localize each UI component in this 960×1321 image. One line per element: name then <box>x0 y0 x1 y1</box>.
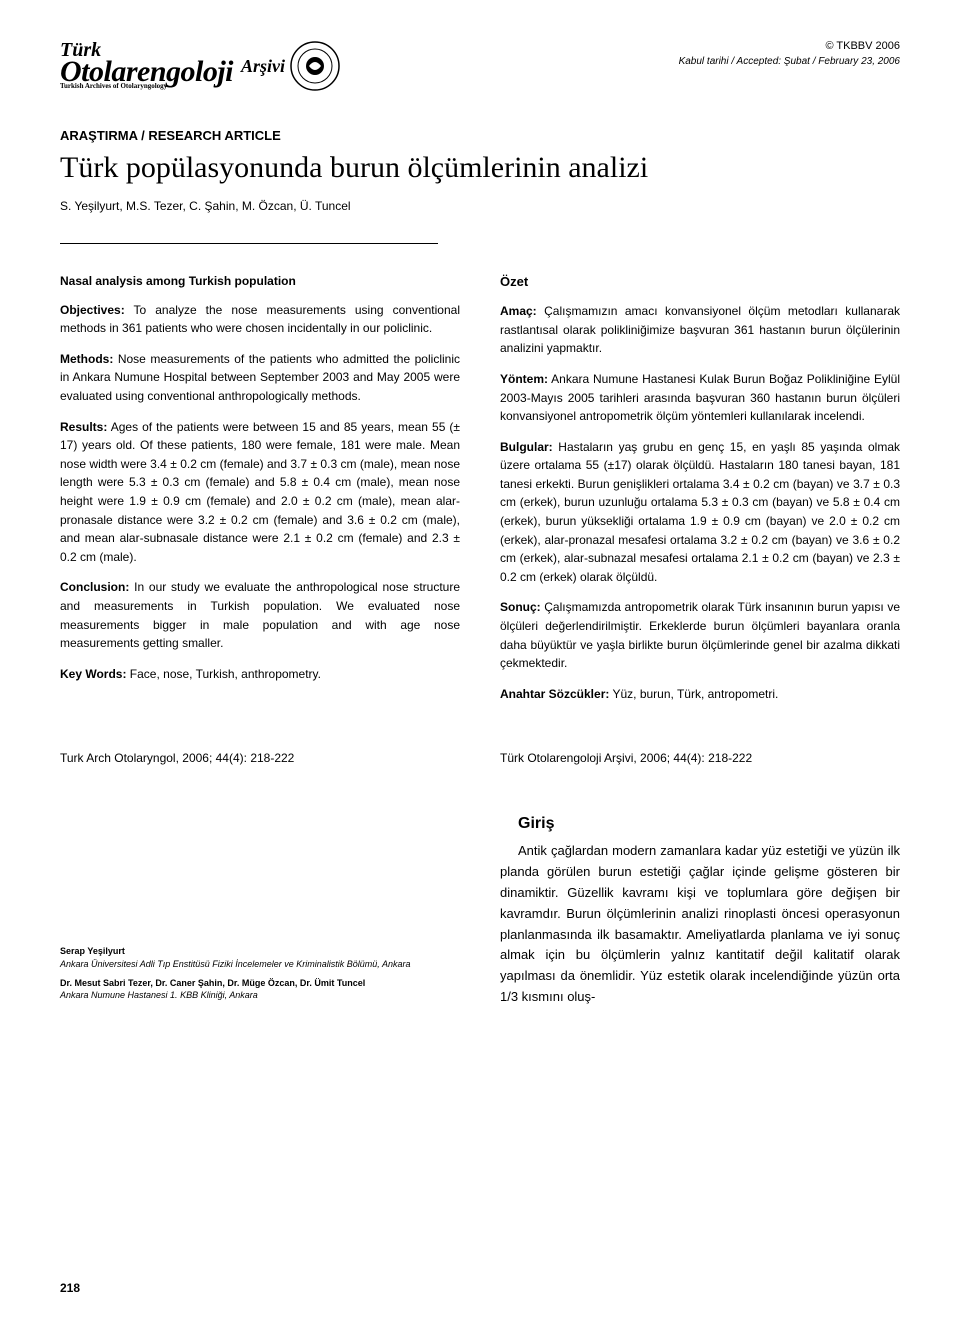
keywords-text: Face, nose, Turkish, anthropometry. <box>126 667 321 681</box>
affiliation-2: Dr. Mesut Sabri Tezer, Dr. Caner Şahin, … <box>60 977 460 1002</box>
author-list: S. Yeşilyurt, M.S. Tezer, C. Şahin, M. Ö… <box>60 199 900 213</box>
intro-heading: Giriş <box>518 815 900 833</box>
copyright-text: © TKBBV 2006 <box>679 40 900 52</box>
conclusion-label: Conclusion: <box>60 580 129 594</box>
affil1-inst: Ankara Üniversitesi Adli Tıp Enstitüsü F… <box>60 958 460 971</box>
objectives-label: Objectives: <box>60 303 125 317</box>
abstract-columns: Nasal analysis among Turkish population … <box>60 272 900 715</box>
abstract-en-results: Results: Ages of the patients were betwe… <box>60 418 460 567</box>
keywords-label: Key Words: <box>60 667 126 681</box>
affil2-inst: Ankara Numune Hastanesi 1. KBB Kliniği, … <box>60 989 460 1002</box>
abstract-tr-yontem: Yöntem: Ankara Numune Hastanesi Kulak Bu… <box>500 370 900 426</box>
amac-label: Amaç: <box>500 304 537 318</box>
journal-logo: Türk Otolarengoloji Turkish Archives of … <box>60 40 341 92</box>
affil1-name: Serap Yeşilyurt <box>60 945 460 958</box>
abstract-tr-title: Özet <box>500 272 900 292</box>
divider-rule <box>60 243 438 244</box>
logo-line2: Otolarengoloji <box>60 59 233 85</box>
intro-body: Antik çağlardan modern zamanlara kadar y… <box>500 841 900 1007</box>
affiliation-1: Serap Yeşilyurt Ankara Üniversitesi Adli… <box>60 945 460 970</box>
anahtar-text: Yüz, burun, Türk, antropometri. <box>609 687 778 701</box>
intro-section: Giriş Antik çağlardan modern zamanlara k… <box>500 815 900 1007</box>
citation-row: Turk Arch Otolaryngol, 2006; 44(4): 218-… <box>60 751 900 765</box>
methods-text: Nose measurements of the patients who ad… <box>60 352 460 403</box>
abstract-en-title: Nasal analysis among Turkish population <box>60 272 460 291</box>
abstract-english: Nasal analysis among Turkish population … <box>60 272 460 715</box>
article-title: Türk popülasyonunda burun ölçümlerinin a… <box>60 151 900 185</box>
yontem-text: Ankara Numune Hastanesi Kulak Burun Boğa… <box>500 372 900 423</box>
amac-text: Çalışmamızın amacı konvansiyonel ölçüm m… <box>500 304 900 355</box>
results-label: Results: <box>60 420 107 434</box>
methods-label: Methods: <box>60 352 113 366</box>
society-seal-icon <box>289 40 341 92</box>
logo-line3: Arşivi <box>241 56 285 77</box>
sonuc-label: Sonuç: <box>500 600 541 614</box>
bulgular-label: Bulgular: <box>500 440 553 454</box>
bulgular-text: Hastaların yaş grubu en genç 15, en yaşl… <box>500 440 900 584</box>
logo-text: Türk Otolarengoloji Turkish Archives of … <box>60 42 233 90</box>
abstract-en-methods: Methods: Nose measurements of the patien… <box>60 350 460 406</box>
abstract-turkish: Özet Amaç: Çalışmamızın amacı konvansiyo… <box>500 272 900 715</box>
abstract-en-keywords: Key Words: Face, nose, Turkish, anthropo… <box>60 665 460 684</box>
yontem-label: Yöntem: <box>500 372 548 386</box>
accepted-date: Kabul tarihi / Accepted: Şubat / Februar… <box>679 56 900 67</box>
citation-en: Turk Arch Otolaryngol, 2006; 44(4): 218-… <box>60 751 460 765</box>
abstract-en-objectives: Objectives: To analyze the nose measurem… <box>60 301 460 338</box>
results-text: Ages of the patients were between 15 and… <box>60 420 460 564</box>
logo-arsivi-wrap: Arşivi <box>241 40 341 92</box>
anahtar-label: Anahtar Sözcükler: <box>500 687 609 701</box>
abstract-tr-anahtar: Anahtar Sözcükler: Yüz, burun, Türk, ant… <box>500 685 900 704</box>
abstract-en-conclusion: Conclusion: In our study we evaluate the… <box>60 578 460 652</box>
abstract-tr-bulgular: Bulgular: Hastaların yaş grubu en genç 1… <box>500 438 900 587</box>
abstract-tr-sonuc: Sonuç: Çalışmamızda antropometrik olarak… <box>500 598 900 672</box>
affiliations: Serap Yeşilyurt Ankara Üniversitesi Adli… <box>60 815 460 1007</box>
citation-tr: Türk Otolarengoloji Arşivi, 2006; 44(4):… <box>500 751 900 765</box>
intro-block: Serap Yeşilyurt Ankara Üniversitesi Adli… <box>60 815 900 1007</box>
abstract-tr-amac: Amaç: Çalışmamızın amacı konvansiyonel ö… <box>500 302 900 358</box>
sonuc-text: Çalışmamızda antropometrik olarak Türk i… <box>500 600 900 670</box>
page-number: 218 <box>60 1281 80 1295</box>
affil2-name: Dr. Mesut Sabri Tezer, Dr. Caner Şahin, … <box>60 977 460 990</box>
header-meta: © TKBBV 2006 Kabul tarihi / Accepted: Şu… <box>679 40 900 67</box>
article-type-label: ARAŞTIRMA / RESEARCH ARTICLE <box>60 128 900 143</box>
header-row: Türk Otolarengoloji Turkish Archives of … <box>60 40 900 92</box>
